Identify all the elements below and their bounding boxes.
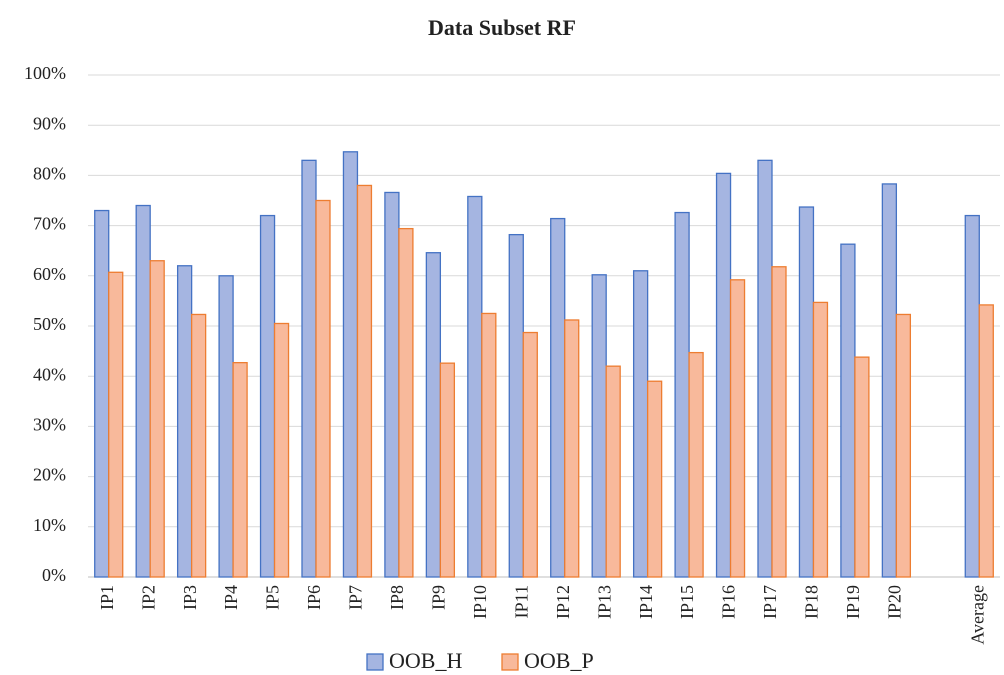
x-tick-label: IP7 bbox=[346, 585, 366, 610]
x-tick-label: IP17 bbox=[760, 585, 780, 619]
x-tick-label: IP15 bbox=[677, 585, 697, 619]
bar bbox=[342, 151, 359, 578]
bar bbox=[108, 271, 124, 578]
bar bbox=[840, 243, 856, 578]
x-tick-label: IP4 bbox=[221, 585, 241, 610]
bar bbox=[425, 252, 442, 578]
bar bbox=[978, 304, 994, 578]
y-tick-label: 50% bbox=[33, 314, 66, 334]
x-tick-label: IP13 bbox=[594, 585, 614, 619]
bar bbox=[94, 209, 110, 578]
y-tick-label: 60% bbox=[33, 264, 66, 284]
y-tick-label: 90% bbox=[33, 113, 66, 133]
bar bbox=[812, 301, 829, 578]
bar bbox=[798, 206, 815, 578]
bar bbox=[135, 204, 151, 578]
bar bbox=[895, 313, 912, 578]
x-tick-label: IP14 bbox=[636, 585, 656, 619]
bar bbox=[356, 184, 373, 578]
x-tick-label: IP5 bbox=[263, 585, 283, 610]
x-tick-label: IP16 bbox=[719, 585, 739, 619]
bar bbox=[467, 195, 483, 578]
bar bbox=[688, 351, 704, 578]
x-tick-label: IP2 bbox=[138, 585, 158, 610]
bar bbox=[273, 322, 290, 578]
x-tick-label: Average bbox=[967, 585, 987, 645]
y-tick-label: 40% bbox=[33, 364, 66, 384]
x-tick-label: IP6 bbox=[304, 585, 324, 610]
bar bbox=[564, 319, 580, 578]
y-tick-label: 70% bbox=[33, 214, 66, 234]
bar bbox=[715, 172, 732, 578]
legend-label: OOB_P bbox=[524, 648, 594, 673]
y-tick-label: 0% bbox=[42, 565, 66, 585]
bar bbox=[384, 191, 400, 578]
bar bbox=[439, 362, 456, 578]
x-tick-label: IP20 bbox=[884, 585, 904, 619]
x-tick-label: IP8 bbox=[387, 585, 407, 610]
bar bbox=[218, 275, 234, 578]
y-tick-label: 30% bbox=[33, 415, 66, 435]
bar bbox=[315, 199, 331, 578]
bar bbox=[729, 279, 746, 578]
bar bbox=[674, 211, 690, 578]
legend-swatch bbox=[501, 653, 519, 671]
bar bbox=[881, 183, 898, 578]
y-tick-label: 20% bbox=[33, 465, 66, 485]
x-tick-label: IP10 bbox=[470, 585, 490, 619]
y-tick-label: 100% bbox=[24, 63, 66, 83]
bar bbox=[757, 159, 773, 578]
bar bbox=[632, 270, 649, 578]
x-tick-label: IP12 bbox=[553, 585, 573, 619]
bar bbox=[646, 380, 663, 578]
legend-label: OOB_H bbox=[389, 648, 462, 673]
legend-swatch bbox=[366, 653, 384, 671]
bar bbox=[398, 227, 414, 578]
bar bbox=[481, 312, 497, 578]
y-tick-label: 10% bbox=[33, 515, 66, 535]
bar bbox=[854, 356, 870, 578]
bar bbox=[508, 233, 524, 578]
x-tick-label: IP11 bbox=[511, 585, 531, 618]
bar bbox=[301, 159, 317, 578]
y-tick-label: 80% bbox=[33, 164, 66, 184]
x-tick-label: IP18 bbox=[802, 585, 822, 619]
bar bbox=[190, 313, 207, 578]
bar bbox=[550, 217, 566, 578]
bar bbox=[259, 214, 276, 578]
bar bbox=[149, 260, 165, 578]
x-tick-label: IP3 bbox=[180, 585, 200, 610]
bar bbox=[591, 274, 607, 578]
bar bbox=[771, 266, 787, 578]
x-tick-label: IP19 bbox=[843, 585, 863, 619]
x-tick-label: IP9 bbox=[428, 585, 448, 610]
chart-title: Data Subset RF bbox=[428, 15, 576, 40]
bar bbox=[176, 265, 193, 578]
x-tick-label: IP1 bbox=[97, 585, 117, 610]
bar bbox=[964, 214, 980, 578]
bar bbox=[522, 331, 538, 578]
bar bbox=[605, 365, 621, 578]
bar bbox=[232, 361, 248, 578]
